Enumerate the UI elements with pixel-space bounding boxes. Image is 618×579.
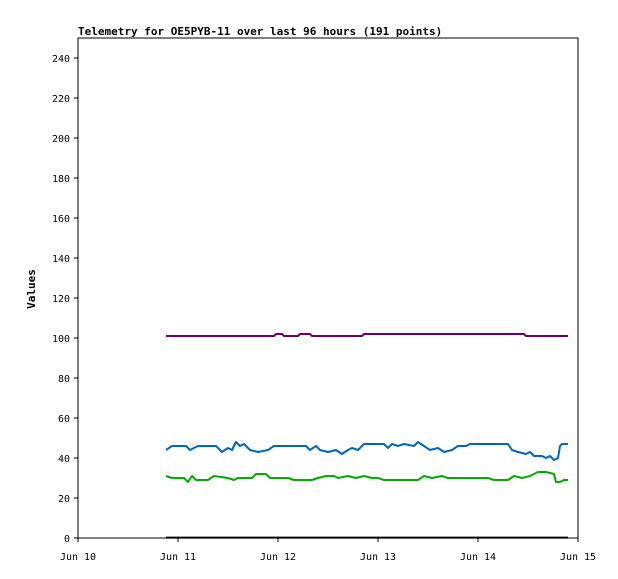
x-axis-ticks: Jun 10 Jun 11 Jun 12 Jun 13 Jun 14 Jun 15: [60, 538, 596, 563]
series-line-2: [165, 471, 568, 483]
y-tick-label-12: 240: [52, 54, 70, 65]
y-tick-label-4: 80: [58, 374, 70, 385]
y-tick-label-6: 120: [52, 294, 70, 305]
series-line-1: [165, 441, 568, 461]
series-layer: [165, 333, 568, 539]
plot-frame: [77, 37, 579, 539]
y-tick-label-8: 160: [52, 214, 70, 225]
chart-title: Telemetry for OE5PYB-11 over last 96 hou…: [78, 25, 442, 38]
y-tick-label-2: 40: [58, 454, 70, 465]
x-tick-label-2: Jun 12: [260, 552, 296, 563]
x-tick-label-3: Jun 13: [360, 552, 396, 563]
series-line-0: [166, 333, 568, 337]
y-tick-label-5: 100: [52, 334, 70, 345]
y-axis-label: Values: [25, 269, 38, 309]
x-tick-label-4: Jun 14: [460, 552, 496, 563]
y-tick-label-7: 140: [52, 254, 70, 265]
y-tick-label-1: 20: [58, 494, 70, 505]
x-tick-label-0: Jun 10: [60, 552, 96, 563]
y-tick-label-3: 60: [58, 414, 70, 425]
y-tick-label-9: 180: [52, 174, 70, 185]
y-tick-label-10: 200: [52, 134, 70, 145]
x-tick-label-5: Jun 15: [560, 552, 596, 563]
y-tick-label-11: 220: [52, 94, 70, 105]
y-axis-ticks: 0 20 40 60 80 100 120 140 160 180 200 220 240: [52, 54, 78, 545]
y-tick-label-0: 0: [64, 534, 70, 545]
x-tick-label-1: Jun 11: [160, 552, 196, 563]
